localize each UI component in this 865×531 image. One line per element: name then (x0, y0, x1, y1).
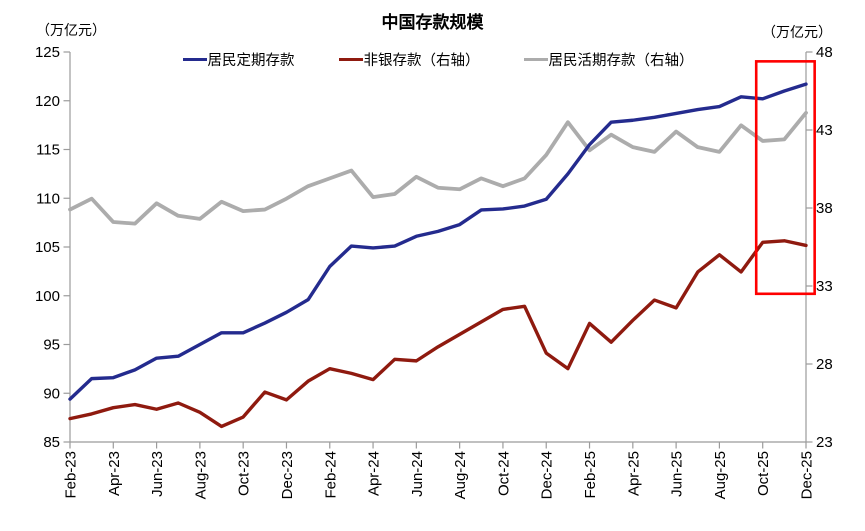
chart-title: 中国存款规模 (381, 13, 484, 32)
legend-label: 居民定期存款 (207, 53, 295, 69)
svg-text:110: 110 (36, 190, 60, 207)
legend-item-time-deposits: 居民定期存款 (182, 49, 295, 70)
svg-text:85: 85 (43, 434, 60, 451)
svg-text:Apr-25: Apr-25 (625, 451, 642, 496)
series-line-0 (68, 82, 808, 401)
series-line-2 (68, 110, 808, 226)
svg-text:Aug-25: Aug-25 (712, 451, 729, 499)
legend-item-nonbank-deposits: 非银存款（右轴） (338, 49, 480, 70)
svg-text:Jun-23: Jun-23 (149, 451, 166, 497)
legend-label: 非银存款（右轴） (363, 53, 480, 69)
svg-text:120: 120 (35, 93, 60, 110)
svg-text:Apr-23: Apr-23 (106, 451, 123, 496)
svg-text:43: 43 (816, 122, 833, 139)
svg-text:115: 115 (36, 142, 60, 159)
svg-text:Dec-25: Dec-25 (799, 451, 816, 499)
svg-text:95: 95 (43, 337, 60, 354)
svg-text:Oct-25: Oct-25 (755, 451, 772, 496)
svg-text:Feb-24: Feb-24 (322, 451, 339, 499)
legend-item-demand-deposits: 居民活期存款（右轴） (523, 49, 694, 70)
svg-text:38: 38 (816, 200, 833, 217)
svg-text:33: 33 (816, 278, 833, 295)
gray-line-swatch-icon (523, 57, 548, 62)
svg-text:Oct-23: Oct-23 (236, 451, 253, 496)
left-axis-unit-label: （万亿元） (36, 22, 106, 38)
svg-text:Aug-24: Aug-24 (452, 451, 469, 499)
legend-label: 居民活期存款（右轴） (548, 53, 694, 69)
svg-text:125: 125 (35, 44, 60, 61)
svg-text:Jun-25: Jun-25 (669, 451, 686, 497)
highlight-box (754, 60, 816, 296)
series-line-1 (68, 239, 808, 429)
right-axis-unit-label: （万亿元） (762, 24, 832, 40)
svg-text:105: 105 (35, 239, 60, 256)
svg-text:Oct-24: Oct-24 (495, 451, 512, 496)
svg-text:28: 28 (816, 356, 833, 373)
svg-text:Aug-23: Aug-23 (192, 451, 209, 499)
svg-text:Jun-24: Jun-24 (409, 451, 426, 497)
svg-text:Feb-23: Feb-23 (63, 451, 80, 499)
svg-text:48: 48 (816, 44, 833, 61)
blue-line-swatch-icon (182, 57, 207, 62)
svg-text:100: 100 (35, 288, 60, 305)
svg-text:Apr-24: Apr-24 (366, 451, 383, 496)
svg-text:23: 23 (816, 434, 833, 451)
red-line-swatch-icon (338, 57, 363, 62)
svg-text:90: 90 (43, 385, 60, 402)
svg-text:Feb-25: Feb-25 (582, 451, 599, 499)
svg-text:Dec-24: Dec-24 (539, 451, 556, 499)
svg-text:Dec-23: Dec-23 (279, 451, 296, 499)
legend: 居民定期存款 非银存款（右轴） 居民活期存款（右轴） (70, 49, 806, 70)
